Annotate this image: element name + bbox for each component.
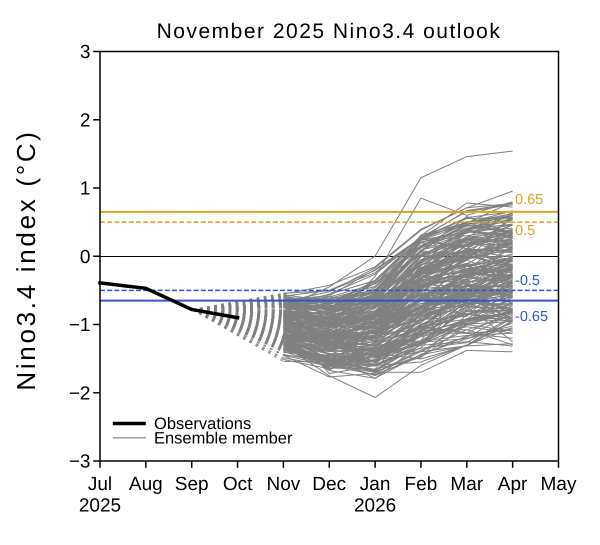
svg-text:2026: 2026: [354, 496, 396, 517]
svg-text:−3: −3: [69, 452, 91, 473]
svg-text:2: 2: [80, 111, 91, 132]
svg-text:0: 0: [80, 247, 91, 268]
svg-text:-0.65: -0.65: [515, 309, 548, 325]
svg-text:-0.5: -0.5: [515, 273, 540, 289]
svg-text:−2: −2: [69, 383, 91, 404]
svg-text:2025: 2025: [79, 496, 121, 517]
svg-text:Aug: Aug: [129, 474, 163, 495]
svg-text:Mar: Mar: [450, 474, 483, 495]
svg-text:0.5: 0.5: [515, 223, 535, 239]
svg-text:3: 3: [80, 42, 91, 63]
svg-text:Nov: Nov: [267, 474, 301, 495]
svg-text:0.65: 0.65: [515, 192, 543, 208]
svg-text:Oct: Oct: [223, 474, 253, 495]
svg-text:Ensemble member: Ensemble member: [154, 430, 293, 448]
svg-text:Nino3.4 index (°C): Nino3.4 index (°C): [11, 129, 41, 390]
svg-text:Apr: Apr: [498, 474, 528, 495]
svg-text:1: 1: [80, 179, 91, 200]
svg-text:−1: −1: [69, 315, 91, 336]
svg-text:Jul: Jul: [88, 474, 112, 495]
svg-text:November 2025 Nino3.4 outlook: November 2025 Nino3.4 outlook: [157, 20, 502, 43]
svg-text:Feb: Feb: [405, 474, 438, 495]
svg-text:Dec: Dec: [312, 474, 346, 495]
svg-text:Sep: Sep: [175, 474, 209, 495]
svg-text:May: May: [541, 474, 577, 495]
svg-text:Jan: Jan: [360, 474, 391, 495]
